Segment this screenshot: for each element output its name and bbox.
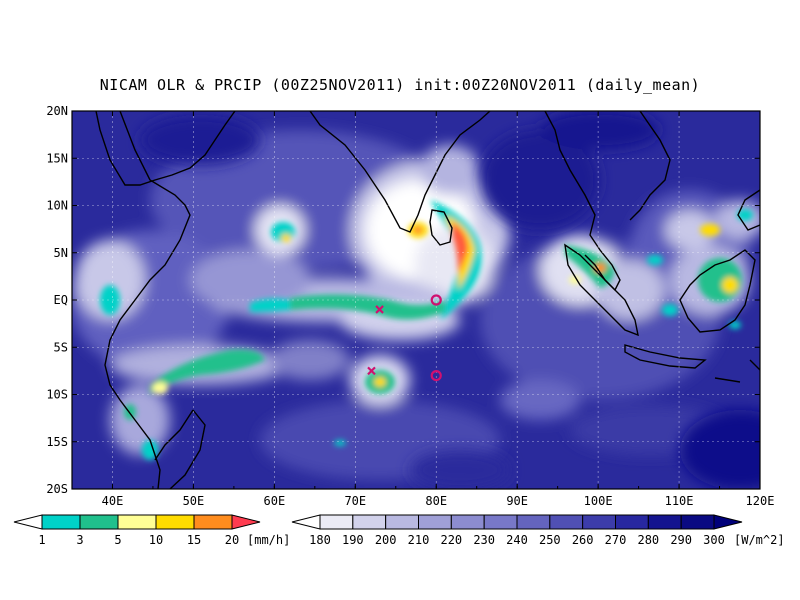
colorbar-label: 10 [149, 533, 163, 547]
coastlines [95, 111, 760, 489]
colorbar-label: 280 [637, 533, 659, 547]
colorbar-swatch [516, 514, 551, 530]
lat-tick-label: 5S [54, 340, 68, 354]
colorbar-swatch [647, 514, 682, 530]
colorbar-label: 1 [38, 533, 45, 547]
colorbar-swatch [385, 514, 419, 530]
colorbar-end-cap [231, 514, 261, 530]
colorbar-label: 250 [539, 533, 561, 547]
colorbar-label: 230 [473, 533, 495, 547]
map-title: NICAM OLR & PRCIP (00Z25NOV2011) init:00… [99, 76, 701, 94]
colorbar-label: 290 [670, 533, 692, 547]
colorbar-end-cap [291, 514, 321, 530]
lon-tick-label: 60E [264, 494, 286, 508]
precip-colorbar: 1 3 5 10 15 20 [mm/h] [13, 514, 290, 547]
colorbar-swatch [319, 514, 354, 530]
lat-tick-label: 10S [46, 388, 68, 402]
lat-tick-label: 10N [46, 199, 68, 213]
colorbar-label: 20 [225, 533, 239, 547]
lat-tick-label: 15N [46, 151, 68, 165]
storm-markers [367, 294, 442, 382]
colorbar-swatch [155, 514, 195, 530]
storm-x-marker [367, 366, 376, 376]
olr-colorbar: 180 190 200 210 220 230 240 250 260 270 280 290 300 [… [291, 514, 785, 547]
lon-tick-label: 40E [102, 494, 124, 508]
colorbar-swatch [352, 514, 387, 530]
lon-tick-label: 80E [425, 494, 447, 508]
graticule [72, 111, 760, 489]
colorbar-swatch [117, 514, 157, 530]
colorbar-label: 270 [605, 533, 627, 547]
colorbar-swatch [582, 514, 617, 530]
colorbar-swatch [79, 514, 119, 530]
colorbar-end-cap [713, 514, 743, 530]
colorbar-label: 190 [342, 533, 364, 547]
lon-tick-label: 50E [183, 494, 205, 508]
lat-tick-label: 15S [46, 435, 68, 449]
colorbar-unit: [mm/h] [247, 533, 290, 547]
colorbar-swatch [549, 514, 584, 530]
colorbar-label: 5 [114, 533, 121, 547]
storm-circle-marker [430, 370, 442, 382]
lon-tick-label: 120E [746, 494, 775, 508]
colorbar-label: 240 [506, 533, 528, 547]
colorbar-swatch [193, 514, 233, 530]
storm-x-marker [375, 305, 384, 314]
colorbar-label: 300 [703, 533, 725, 547]
colorbar-swatch [450, 514, 485, 530]
storm-circle-marker [430, 294, 442, 306]
lon-tick-label: 110E [665, 494, 694, 508]
colorbar-label: 200 [375, 533, 397, 547]
lon-tick-label: 70E [344, 494, 366, 508]
colorbar-swatch [41, 514, 81, 530]
colorbar-swatch [615, 514, 649, 530]
lat-tick-label: EQ [54, 293, 68, 307]
colorbar-end-cap [13, 514, 43, 530]
colorbar-label: 15 [187, 533, 201, 547]
colorbar-swatch [483, 514, 518, 530]
colorbar-label: 260 [572, 533, 594, 547]
lon-tick-label: 100E [584, 494, 613, 508]
colorbar-swatch [680, 514, 715, 530]
colorbar-swatch [418, 514, 452, 530]
lat-tick-label: 20S [46, 482, 68, 496]
lat-tick-label: 5N [54, 246, 68, 260]
colorbar-unit: [W/m^2] [734, 533, 785, 547]
colorbar-label: 210 [408, 533, 430, 547]
colorbar-label: 220 [440, 533, 462, 547]
lon-tick-label: 90E [506, 494, 528, 508]
lat-tick-label: 20N [46, 104, 68, 118]
colorbar-label: 180 [309, 533, 331, 547]
axes: 20N 15N 10N 5N EQ 5S 10S 15S 20S 40E 50E 60E 70E 80E 9… [46, 104, 774, 508]
olr-field [72, 111, 760, 489]
colorbar-label: 3 [76, 533, 83, 547]
